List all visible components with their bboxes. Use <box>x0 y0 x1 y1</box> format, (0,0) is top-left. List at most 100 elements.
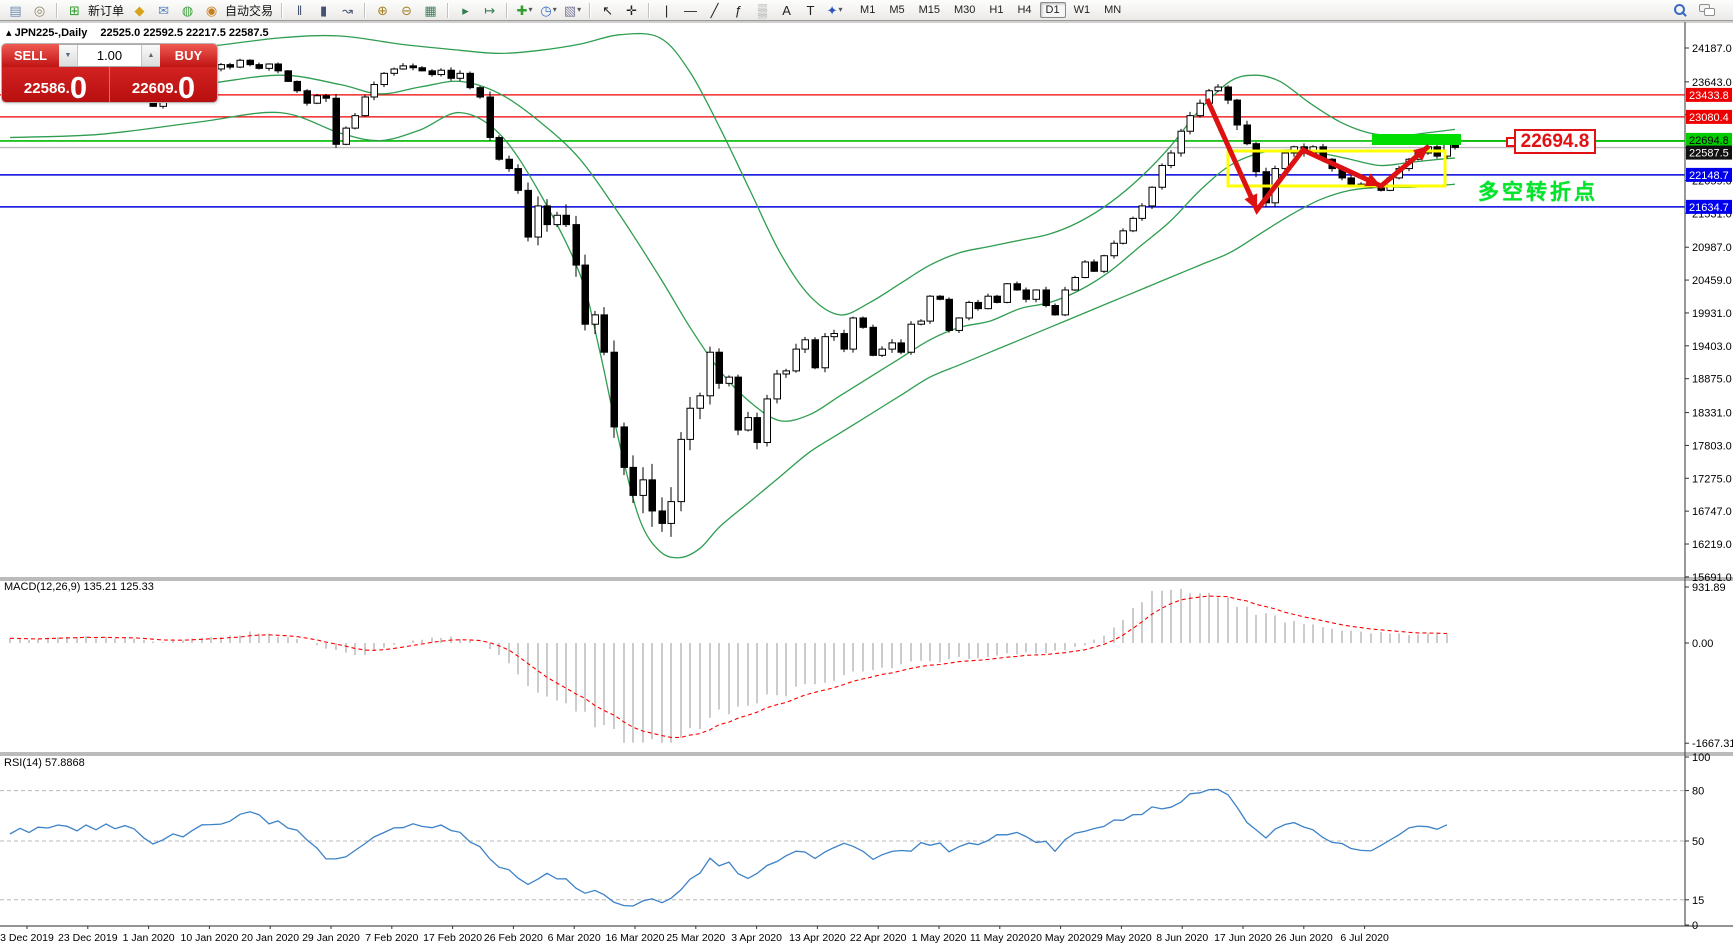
autotrading-button-label[interactable]: 自动交易 <box>225 3 274 18</box>
arrows-tool-icon[interactable]: ✦ ▾ <box>826 2 843 18</box>
candle-body <box>418 67 426 72</box>
indicators-menu-button-dropdown[interactable]: ▾ <box>528 5 533 14</box>
volume-increase-button[interactable]: ▲ <box>141 45 160 66</box>
candle-body <box>1129 217 1137 232</box>
cursor-tool-icon[interactable]: ↖ <box>602 2 613 18</box>
price-callout-anchor-square[interactable] <box>1506 137 1516 147</box>
periods-menu-button-dropdown[interactable]: ▾ <box>552 5 557 14</box>
time-label: 20 May 2020 <box>1030 932 1091 944</box>
crosshair-tool-icon[interactable]: ✛ <box>626 2 637 18</box>
sell-button[interactable]: SELL <box>2 44 59 67</box>
zoom-in-icon[interactable]: ⊕ <box>377 2 388 18</box>
candle-body <box>274 63 282 72</box>
candle-body <box>456 72 464 79</box>
timeframe-m1[interactable]: M1 <box>860 4 876 16</box>
candle-body <box>1061 289 1069 316</box>
line-chart-mode-icon[interactable]: ↝ <box>342 2 353 18</box>
time-label: 1 Jan 2020 <box>123 932 175 944</box>
candle-body <box>869 326 877 356</box>
chat-icon[interactable] <box>1699 4 1715 16</box>
time-label: 13 Apr 2020 <box>789 932 846 944</box>
text-label-tool-icon[interactable]: T <box>806 2 815 18</box>
rsi-tick-label: 100 <box>1692 752 1710 764</box>
candle-body <box>217 64 225 70</box>
horizontal-line-tool-icon[interactable]: — <box>684 2 698 18</box>
candle-body <box>1186 115 1194 132</box>
candle-body <box>610 351 618 428</box>
auto-scroll-icon[interactable]: ▸ <box>462 2 469 18</box>
candle-body <box>830 333 838 338</box>
candle-body <box>361 96 369 117</box>
arrows-tool-icon-dropdown[interactable]: ▾ <box>838 5 843 14</box>
price-tag-label: 22587.5 <box>1689 148 1729 160</box>
timeframe-m5[interactable]: M5 <box>889 4 905 16</box>
new-order-button[interactable]: ⊞ <box>69 2 80 18</box>
candle-body <box>1138 205 1146 219</box>
search-icon[interactable] <box>1674 3 1687 17</box>
turning-point-note[interactable]: 多空转折点 <box>1478 181 1598 204</box>
bar-chart-mode-icon[interactable]: ǁ <box>296 2 303 18</box>
time-label: 29 Jan 2020 <box>302 932 360 944</box>
rsi-label: RSI(14) 57.8868 <box>4 757 85 769</box>
text-tool-icon[interactable]: A <box>782 2 791 18</box>
volume-value[interactable]: 1.00 <box>96 48 123 63</box>
timeframe-h1[interactable]: H1 <box>989 4 1004 16</box>
candle-body <box>534 205 542 238</box>
candle-body <box>1032 289 1040 300</box>
rsi-line <box>9 788 1448 907</box>
candle-body <box>753 417 761 443</box>
candle-body <box>284 70 292 82</box>
timeframe-d1[interactable]: D1 <box>1039 2 1066 18</box>
symbol-title: JPN225-,Daily <box>14 27 88 39</box>
candle-body <box>773 373 781 400</box>
price-tag-label: 23080.4 <box>1689 112 1729 124</box>
rsi-tick-label: 0 <box>1692 920 1698 932</box>
candle-body <box>1013 283 1021 291</box>
signals-icon[interactable]: ◍ <box>181 2 194 18</box>
templates-menu-button-dropdown[interactable]: ▾ <box>577 5 582 14</box>
ohlc-values: 22525.0 22592.5 22217.5 22587.5 <box>100 27 269 39</box>
timeframe-mn[interactable]: MN <box>1104 4 1122 16</box>
data-window-icon[interactable]: ◎ <box>33 2 46 18</box>
buy-price[interactable]: 22609. 0 <box>109 67 217 102</box>
price-tick-label: 18331.0 <box>1692 408 1732 420</box>
grid-tool-icon[interactable]: ▒ <box>757 2 768 18</box>
indicators-menu-button[interactable]: ✚ ▾ <box>516 2 533 18</box>
charts-panel-icon[interactable]: ▤ <box>9 2 22 18</box>
price-tag-label: 23433.8 <box>1689 90 1729 102</box>
macd-label: MACD(12,26,9) 135.21 125.33 <box>4 581 154 593</box>
candle-body <box>581 264 589 325</box>
zoom-out-icon[interactable]: ⊖ <box>401 2 412 18</box>
timeframe-w1[interactable]: W1 <box>1073 4 1091 16</box>
tile-windows-icon[interactable]: ▦ <box>424 2 437 18</box>
timeframe-m30[interactable]: M30 <box>954 4 976 16</box>
fibonacci-tool-icon[interactable]: ƒ <box>734 2 743 18</box>
candlestick-mode-icon[interactable]: ▮ <box>319 2 328 18</box>
trendline-tool-icon[interactable]: ╱ <box>710 2 719 18</box>
timeframe-m15[interactable]: M15 <box>918 4 940 16</box>
price-callout-box[interactable]: 22694.8 <box>1514 129 1596 154</box>
candle-body <box>715 351 723 384</box>
chart-shift-icon[interactable]: ↦ <box>484 2 495 18</box>
periods-menu-button[interactable]: ◷ ▾ <box>540 2 557 18</box>
volume-decrease-button[interactable]: ▼ <box>59 45 78 66</box>
price-tag-label: 22148.7 <box>1689 170 1729 182</box>
candle-body <box>849 317 857 350</box>
history-center-icon[interactable]: ◆ <box>134 2 145 18</box>
candle-body <box>1119 230 1127 244</box>
webterminal-icon[interactable]: ✉ <box>158 2 169 18</box>
templates-menu-button[interactable]: ▧ ▾ <box>563 2 582 18</box>
sell-price[interactable]: 22586. 0 <box>2 67 109 102</box>
new-order-button-label[interactable]: 新订单 <box>88 3 125 18</box>
vertical-line-tool-icon[interactable]: | <box>664 2 669 18</box>
time-label: 26 Jun 2020 <box>1275 932 1333 944</box>
autotrading-button[interactable]: ◉ <box>205 2 218 18</box>
timeframe-h4[interactable]: H4 <box>1017 4 1032 16</box>
candle-body <box>1022 289 1030 300</box>
buy-button[interactable]: BUY <box>160 44 217 67</box>
toolbar-separator <box>589 2 592 18</box>
sell-price-main: 22586. <box>23 80 70 97</box>
candle-body <box>897 342 905 353</box>
